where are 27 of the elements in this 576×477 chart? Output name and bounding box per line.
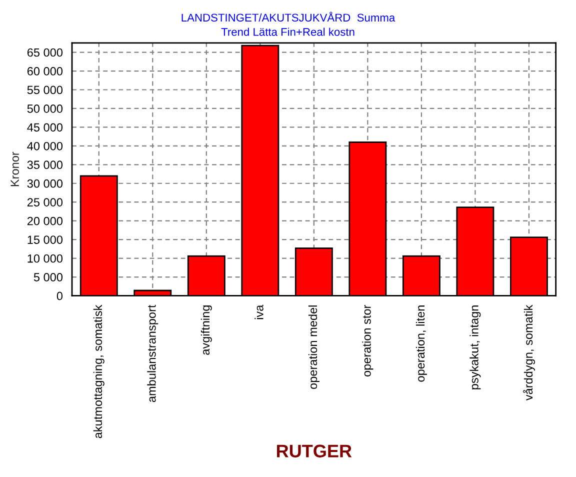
chart-title: LANDSTINGET/AKUTSJUKVÅRD Summa — [182, 12, 396, 22]
x-tick-label: operation medel — [308, 306, 320, 389]
y-tick-label: 10 000 — [28, 254, 63, 263]
y-axis-title: Kronor — [10, 152, 19, 186]
x-tick-label: operation stor — [362, 304, 374, 376]
y-tick-label: 40 000 — [27, 142, 63, 150]
x-tick-label: ambulanstransport — [147, 304, 158, 402]
y-tick-label: 55 000 — [27, 86, 63, 94]
y-tick-label: 60 000 — [27, 67, 63, 76]
chart-subtitle: Trend Lätta Fin+Real kostn — [221, 28, 354, 36]
x-tick-label: operation, liten — [416, 306, 427, 382]
y-tick-label: 35 000 — [27, 160, 63, 170]
x-tick-label: psykakut, intagn — [470, 306, 481, 390]
x-axis-title: RUTGER — [277, 444, 352, 458]
y-tick-label: 30 000 — [27, 179, 63, 188]
y-tick-label: 65 000 — [27, 48, 63, 57]
x-tick-label: vårddygn, somatik — [522, 304, 535, 401]
x-tick-label: akutmottagning, somatisk — [93, 304, 104, 438]
y-tick-label: 15 000 — [28, 236, 63, 244]
y-tick-label: 0 — [56, 292, 63, 300]
x-tick-label: avgiftning — [200, 306, 212, 355]
y-tick-label: 45 000 — [27, 123, 63, 132]
y-tick-label: 5 000 — [34, 273, 63, 282]
x-tick-label: iva — [254, 304, 264, 320]
y-tick-label: 25 000 — [27, 198, 63, 206]
y-tick-label: 20 000 — [27, 216, 63, 226]
y-tick-label: 50 000 — [27, 104, 63, 113]
